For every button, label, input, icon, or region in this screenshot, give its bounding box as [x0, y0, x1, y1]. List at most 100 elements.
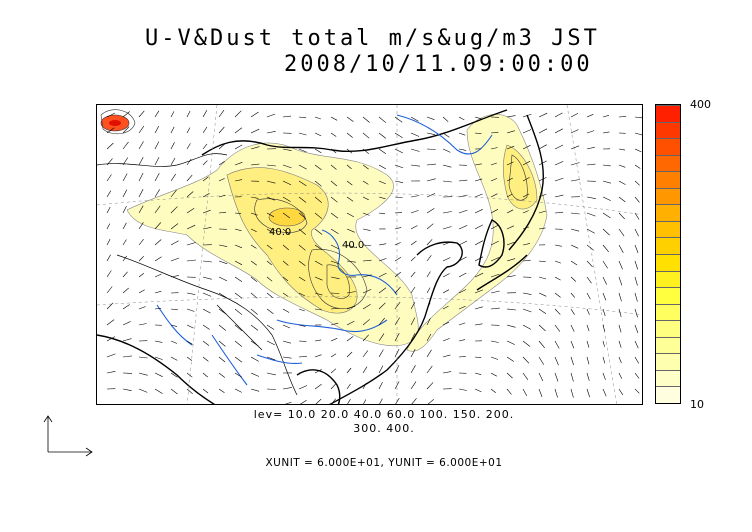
wind-vector: [634, 132, 642, 136]
wind-vector: [330, 116, 338, 121]
wind-vector: [298, 260, 306, 266]
wind-vector: [362, 350, 369, 358]
wind-vector: [426, 132, 436, 135]
wind-vector: [170, 275, 179, 278]
colorbar-segment: [656, 237, 680, 254]
wind-vector: [298, 196, 307, 203]
wind-vector: [234, 260, 243, 266]
wind-vector: [202, 372, 208, 378]
wind-vector: [122, 157, 129, 166]
wind-vector: [202, 308, 211, 314]
wind-vector: [586, 146, 595, 150]
wind-vector: [522, 113, 532, 118]
wind-vector: [250, 356, 259, 362]
wind-vector: [426, 382, 434, 390]
wind-vector: [202, 143, 208, 150]
wind-vector: [618, 356, 622, 364]
wind-vector: [138, 141, 144, 150]
wind-vector: [586, 388, 590, 398]
wind-vector: [330, 196, 338, 203]
wind-vector: [202, 292, 212, 297]
wind-vector: [330, 164, 337, 170]
wind-vector: [362, 148, 370, 155]
wind-vector: [442, 226, 452, 230]
wind-vector: [426, 287, 431, 294]
wind-vector: [106, 158, 113, 166]
wind-vector: [602, 372, 606, 380]
wind-vector: [554, 292, 561, 298]
wind-vector: [314, 339, 322, 342]
wind-vector: [410, 225, 418, 230]
wind-vector: [410, 271, 416, 278]
wind-vector: [602, 356, 606, 364]
wind-vector: [330, 383, 337, 390]
wind-vector: [570, 244, 579, 249]
wind-vector: [506, 258, 516, 262]
wind-vector: [618, 180, 626, 185]
wind-vector: [458, 116, 465, 121]
wind-vector: [586, 340, 590, 348]
wind-vector: [170, 388, 178, 395]
wind-vector: [618, 340, 622, 348]
wind-vector: [138, 289, 145, 294]
wind-vector: [170, 189, 177, 198]
wind-vector: [426, 116, 435, 120]
wind-vector: [618, 116, 627, 118]
wind-vector: [106, 371, 116, 374]
wind-vector: [138, 189, 144, 198]
wind-vector: [266, 260, 272, 266]
wind-vector: [522, 388, 528, 397]
wind-vector: [410, 348, 416, 358]
wind-vector: [426, 333, 432, 342]
wind-vector: [170, 111, 175, 118]
wind-vector: [634, 340, 639, 349]
wind-vector: [538, 356, 545, 365]
colorbar-segment: [656, 121, 680, 139]
wind-vector: [426, 193, 436, 198]
wind-vector: [266, 113, 276, 118]
wind-vector: [538, 210, 547, 214]
wind-vector: [362, 116, 370, 123]
reference-vector-icon: [43, 415, 93, 457]
wind-vector: [234, 179, 243, 182]
wind-vector: [266, 292, 273, 298]
wind-vector: [586, 324, 590, 332]
wind-vector: [154, 273, 162, 278]
wind-vector: [570, 356, 574, 366]
wind-vector: [458, 339, 466, 342]
wind-vector: [378, 349, 384, 358]
wind-vector: [394, 180, 404, 183]
wind-vector: [250, 228, 257, 232]
wind-vector: [442, 180, 452, 183]
wind-vector: [218, 324, 226, 331]
wind-vector: [538, 193, 547, 198]
wind-vector: [378, 132, 387, 139]
wind-vector: [298, 324, 306, 327]
wind-vector: [154, 308, 162, 310]
wind-vector: [282, 324, 291, 329]
wind-vector: [538, 308, 547, 314]
wind-vector: [506, 388, 512, 395]
wind-vector: [378, 212, 386, 215]
wind-vector: [618, 164, 626, 168]
colorbar-min-label: 10: [690, 398, 704, 411]
wind-vector: [266, 180, 276, 184]
wind-vector: [330, 260, 340, 265]
wind-vector: [490, 131, 499, 134]
wind-vector: [170, 240, 179, 246]
wind-vector: [570, 162, 580, 166]
wind-vector: [106, 190, 112, 198]
wind-vector: [554, 260, 562, 264]
wind-vector: [474, 116, 482, 120]
wind-vector: [170, 324, 178, 327]
wind-vector: [218, 388, 225, 394]
wind-vector: [554, 276, 561, 281]
wind-vector: [330, 132, 337, 137]
wind-vector: [314, 228, 323, 235]
wind-vector: [250, 212, 258, 216]
wind-vector: [522, 340, 531, 347]
wind-vector: [250, 163, 260, 166]
wind-vector: [154, 222, 162, 230]
wind-vector: [602, 131, 610, 134]
wind-vector: [506, 225, 514, 230]
